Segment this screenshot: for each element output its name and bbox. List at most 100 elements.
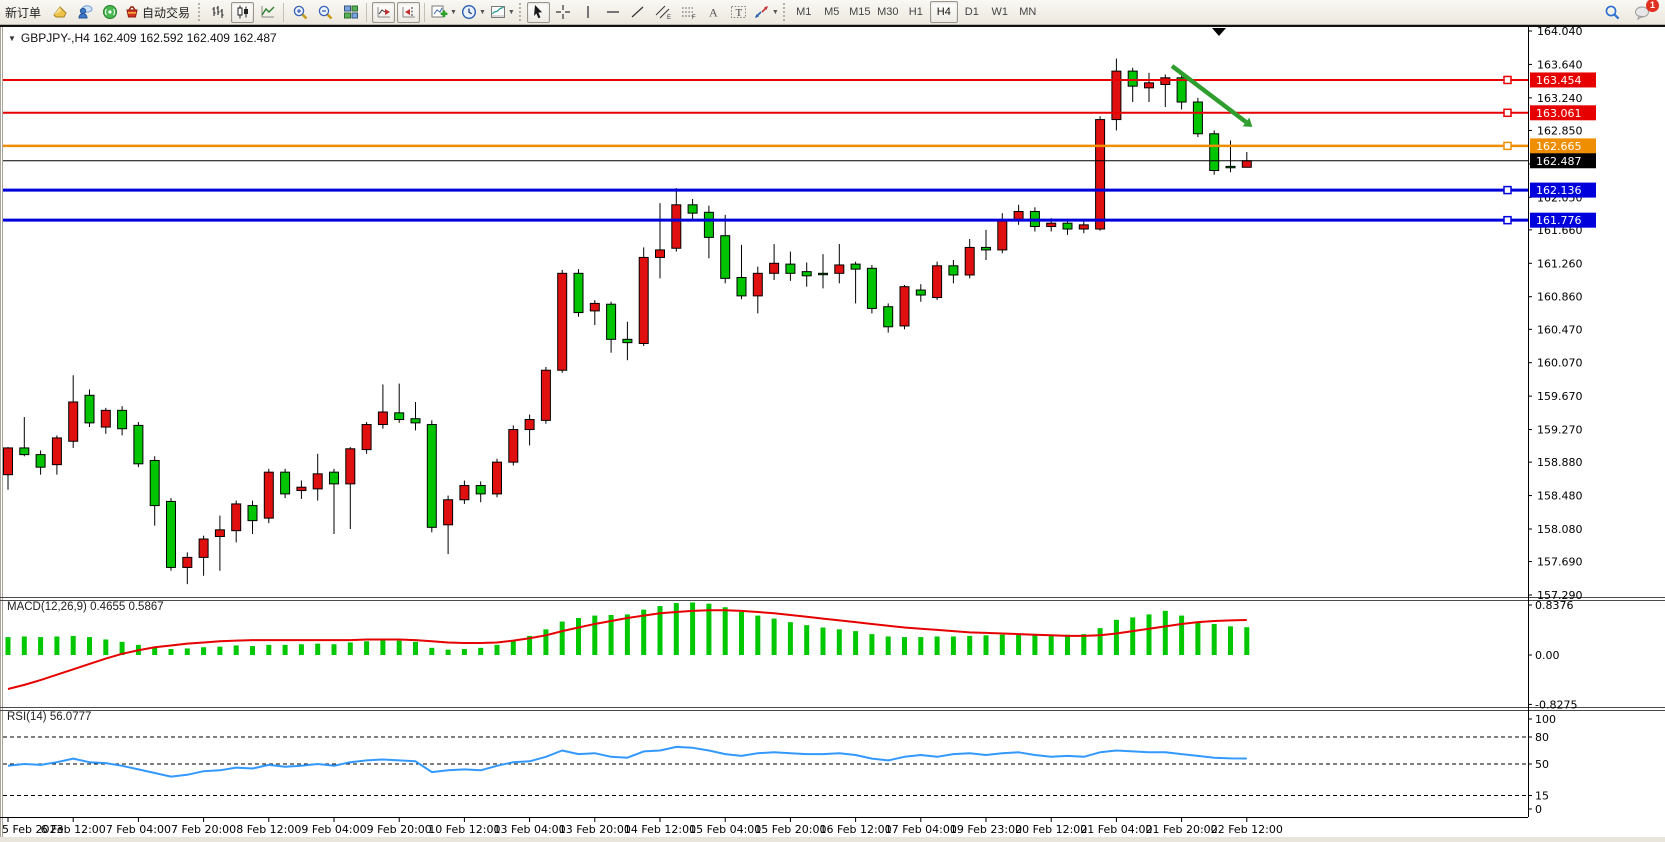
new-chart-button[interactable]: ▼ (430, 2, 458, 23)
macd-histogram-bar (967, 635, 973, 655)
horizontal-line-button[interactable] (602, 2, 625, 23)
level-handle[interactable] (1503, 108, 1512, 118)
toolbar-group-chart-type (205, 0, 280, 25)
chart-top-border (0, 25, 1665, 27)
arrows-tool-button[interactable]: ▼ (752, 2, 780, 23)
timeframe-group: M1 M5 M15 M30 H1 H4 D1 W1 MN (790, 0, 1042, 25)
search-button[interactable] (1601, 2, 1624, 23)
cursor-button[interactable] (526, 1, 550, 23)
toolbar-grip[interactable] (198, 3, 203, 21)
macd-histogram-bar (184, 648, 190, 655)
candle-body (51, 437, 62, 466)
chat-bubble-icon (1634, 6, 1649, 20)
x-axis-label: 15 Feb 04:00 (689, 823, 761, 836)
candle-body (377, 411, 388, 426)
notifications-button[interactable]: 1 (1631, 0, 1659, 23)
fibonacci-button[interactable]: F (677, 2, 700, 23)
macd-histogram-bar (315, 643, 321, 655)
new-order-button[interactable]: 新订单 (2, 2, 46, 23)
candle-body (964, 246, 975, 276)
candle-body (1144, 82, 1154, 89)
level-price-label-text: 163.061 (1536, 107, 1582, 120)
toolbar-group-zoom (288, 0, 363, 25)
vertical-line-button[interactable] (577, 2, 600, 23)
timeframe-m5[interactable]: M5 (824, 6, 840, 18)
search-icon (1605, 5, 1620, 19)
x-axis-label: 14 Feb 12:00 (624, 823, 696, 836)
equidistant-channel-button[interactable]: E (652, 2, 675, 23)
trendline-button[interactable] (627, 2, 650, 23)
chart-shift-icon (402, 7, 415, 18)
macd-histogram-bar (266, 644, 272, 655)
macd-histogram-bar (934, 636, 940, 655)
line-chart-button[interactable] (256, 2, 279, 23)
macd-layer (5, 602, 1250, 690)
text-icon: A (709, 6, 718, 20)
chart-shift-marker[interactable] (1212, 28, 1226, 36)
candle-body (263, 471, 274, 519)
level-handle[interactable] (1503, 141, 1512, 151)
candle-body (834, 264, 845, 274)
svg-text:F: F (692, 15, 696, 20)
macd-histogram-bar (641, 609, 647, 655)
auto-scroll-button[interactable] (372, 1, 396, 23)
timeframe-d1[interactable]: D1 (964, 6, 979, 18)
macd-histogram-bar (1065, 634, 1070, 655)
market-icon[interactable] (73, 2, 96, 23)
candlestick-chart-button[interactable] (231, 1, 255, 23)
trend-arrow[interactable] (1170, 64, 1248, 124)
y-axis-label: 163.640 (1537, 58, 1583, 71)
macd-histogram-bar (380, 640, 386, 655)
candle-body (231, 503, 242, 532)
macd-histogram-bar (673, 603, 679, 655)
rsi-line (7, 745, 1247, 778)
indicators-icon[interactable] (48, 2, 71, 23)
line-chart-icon (260, 6, 275, 18)
bar-chart-button[interactable] (206, 2, 229, 23)
auto-trading-button[interactable]: 自动交易 (123, 2, 195, 23)
macd-histogram-bar (103, 639, 109, 655)
x-axis-label: 17 Feb 04:00 (885, 823, 957, 836)
chart-shift-button[interactable] (397, 1, 421, 23)
timeframe-m30[interactable]: M30 (877, 6, 899, 18)
macd-histogram-bar (119, 641, 125, 655)
toolbar-grip[interactable] (782, 3, 788, 21)
signals-icon[interactable] (98, 2, 121, 23)
zoom-in-button[interactable] (289, 2, 312, 23)
candle-body (312, 473, 323, 490)
macd-histogram-bar (298, 644, 304, 655)
crosshair-button[interactable] (552, 2, 575, 23)
timeframe-h4[interactable]: H4 (929, 1, 958, 23)
candle-body (1209, 133, 1220, 172)
candle-body (35, 454, 46, 468)
timeframe-m1[interactable]: M1 (796, 6, 812, 18)
level-price-label-text: 162.136 (1536, 184, 1582, 197)
x-axis-label: 6 Feb 12:00 (41, 823, 106, 836)
trend-arrow-head[interactable] (1242, 117, 1253, 127)
macd-histogram-bar (331, 644, 337, 655)
candlestick-icon (237, 5, 248, 19)
tile-windows-button[interactable] (339, 2, 362, 23)
chart-template-button[interactable]: ▼ (489, 2, 516, 23)
time-periods-button[interactable]: ▼ (460, 2, 487, 23)
level-handle[interactable] (1503, 185, 1512, 195)
macd-histogram-bar (559, 621, 565, 655)
zoom-out-button[interactable] (314, 2, 337, 23)
timeframe-m15[interactable]: M15 (849, 6, 871, 18)
timeframe-mn[interactable]: MN (1019, 6, 1037, 18)
macd-histogram-bar (1211, 623, 1217, 655)
candle-body (329, 471, 339, 485)
timeframe-h1[interactable]: H1 (908, 6, 923, 18)
text-button[interactable]: A (702, 2, 725, 23)
toolbar-grip[interactable] (518, 3, 524, 21)
level-handle[interactable] (1503, 75, 1512, 85)
macd-histogram-bar (1244, 627, 1250, 655)
macd-histogram-bar (918, 637, 924, 655)
horizontal-line-icon (607, 11, 620, 13)
candle-body (394, 412, 405, 421)
timeframe-w1[interactable]: W1 (991, 6, 1009, 18)
chart-title-caret-icon[interactable]: ▼ (8, 33, 16, 43)
text-label-button[interactable]: T (727, 2, 750, 23)
level-handle[interactable] (1503, 215, 1512, 225)
